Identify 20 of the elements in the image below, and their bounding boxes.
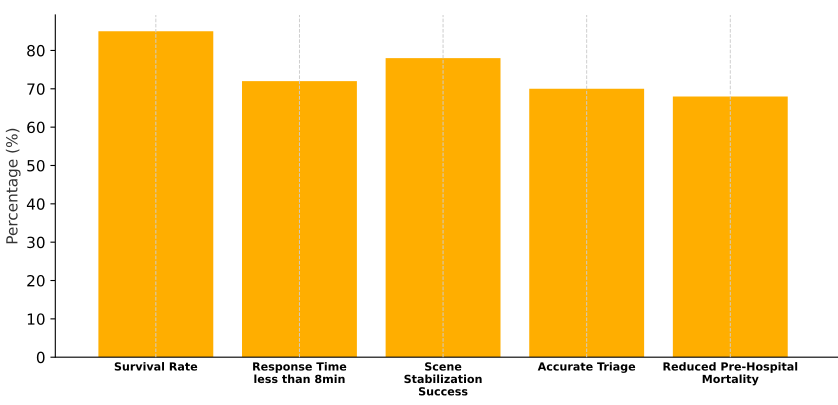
bar bbox=[672, 96, 788, 358]
x-tick-label: Accurate Triage bbox=[538, 362, 636, 373]
y-axis-title: Percentage (%) bbox=[6, 128, 21, 244]
y-tick-label: 30 bbox=[27, 236, 45, 248]
y-tick-label: 80 bbox=[27, 44, 45, 56]
x-tick-label: Response Time less than 8min bbox=[253, 362, 346, 384]
x-tick-label: Reduced Pre-Hospital Mortality bbox=[664, 362, 798, 386]
x-tick-label: Scene Stabilization Success bbox=[404, 362, 482, 396]
bar bbox=[98, 31, 214, 358]
bar bbox=[529, 88, 644, 358]
x-tick-label: Survival Rate bbox=[114, 362, 198, 371]
y-tick-label: 20 bbox=[27, 274, 45, 287]
y-tick-label: 40 bbox=[26, 198, 45, 210]
y-tick-label: 60 bbox=[27, 122, 45, 134]
y-tick-label: 10 bbox=[28, 313, 45, 325]
bar bbox=[242, 81, 357, 358]
bar bbox=[386, 58, 501, 358]
y-tick-label: 0 bbox=[36, 352, 45, 364]
y-tick-label: 50 bbox=[27, 160, 45, 172]
y-tick-label: 70 bbox=[27, 83, 45, 95]
